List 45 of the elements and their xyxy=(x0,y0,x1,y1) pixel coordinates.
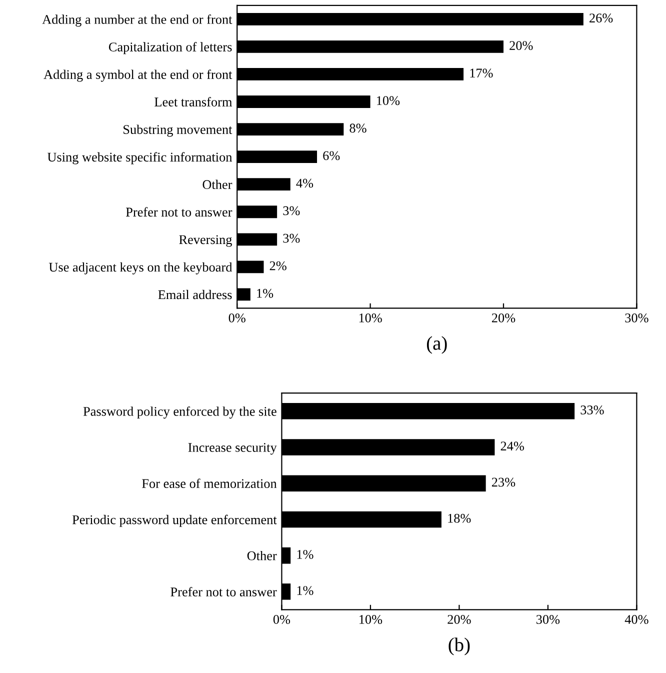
data-label: 3% xyxy=(283,234,300,243)
data-label: 26% xyxy=(590,14,613,22)
y-tick-label: Capitalization of letters xyxy=(108,42,232,54)
x-tick-label: 40% xyxy=(624,614,648,624)
data-label: 18% xyxy=(448,514,471,523)
y-tick-label: Adding a symbol at the end or front xyxy=(44,70,232,82)
y-tick-label: Use adjacent keys on the keyboard xyxy=(48,262,232,274)
y-tick-label: Using website specific information xyxy=(47,152,232,164)
data-label: 17% xyxy=(470,68,493,78)
x-tick-label: 10% xyxy=(360,614,382,624)
y-tick-label: Prefer not to answer xyxy=(126,207,232,217)
data-label: 33% xyxy=(580,405,604,414)
y-tick-label: Reversing xyxy=(179,235,232,247)
data-label: 1% xyxy=(297,550,314,559)
data-label: 20% xyxy=(510,41,533,50)
x-axis-title: (a) xyxy=(426,336,447,354)
y-tick-label: Password policy enforced by the site xyxy=(83,406,276,419)
x-tick-label: 30% xyxy=(625,313,648,322)
y-tick-label: Prefer not to answer xyxy=(170,586,277,596)
y-tick-label: Periodic password update enforcement xyxy=(72,514,277,527)
data-label: 4% xyxy=(296,178,314,188)
y-tick-label: Increase security xyxy=(188,443,277,455)
y-tick-label: For ease of memorization xyxy=(142,478,277,488)
data-label: 23% xyxy=(492,478,516,487)
x-tick-label: 0% xyxy=(228,313,246,322)
y-tick-label: Leet transform xyxy=(154,97,232,106)
x-tick-label: 20% xyxy=(492,313,516,322)
y-tick-label: Adding a number at the end or front xyxy=(42,14,232,27)
data-label: 24% xyxy=(500,442,524,451)
x-axis-title: (b) xyxy=(448,638,470,656)
data-label: 6% xyxy=(323,151,340,160)
data-label: 3% xyxy=(283,206,300,216)
x-tick-label: 30% xyxy=(536,614,560,624)
y-tick-label: Other xyxy=(247,550,277,560)
x-tick-label: 10% xyxy=(359,313,382,322)
x-tick-label: 20% xyxy=(448,614,471,624)
data-label: 1% xyxy=(257,288,274,298)
y-tick-label: Substring movement xyxy=(124,124,232,137)
y-tick-label: Other xyxy=(202,180,232,190)
data-label: 1% xyxy=(297,586,314,596)
data-label: 2% xyxy=(270,261,286,270)
data-label: 10% xyxy=(377,96,400,106)
x-tick-label: 0% xyxy=(273,614,290,624)
data-label: 8% xyxy=(350,124,366,133)
y-tick-label: Email address xyxy=(158,290,232,300)
